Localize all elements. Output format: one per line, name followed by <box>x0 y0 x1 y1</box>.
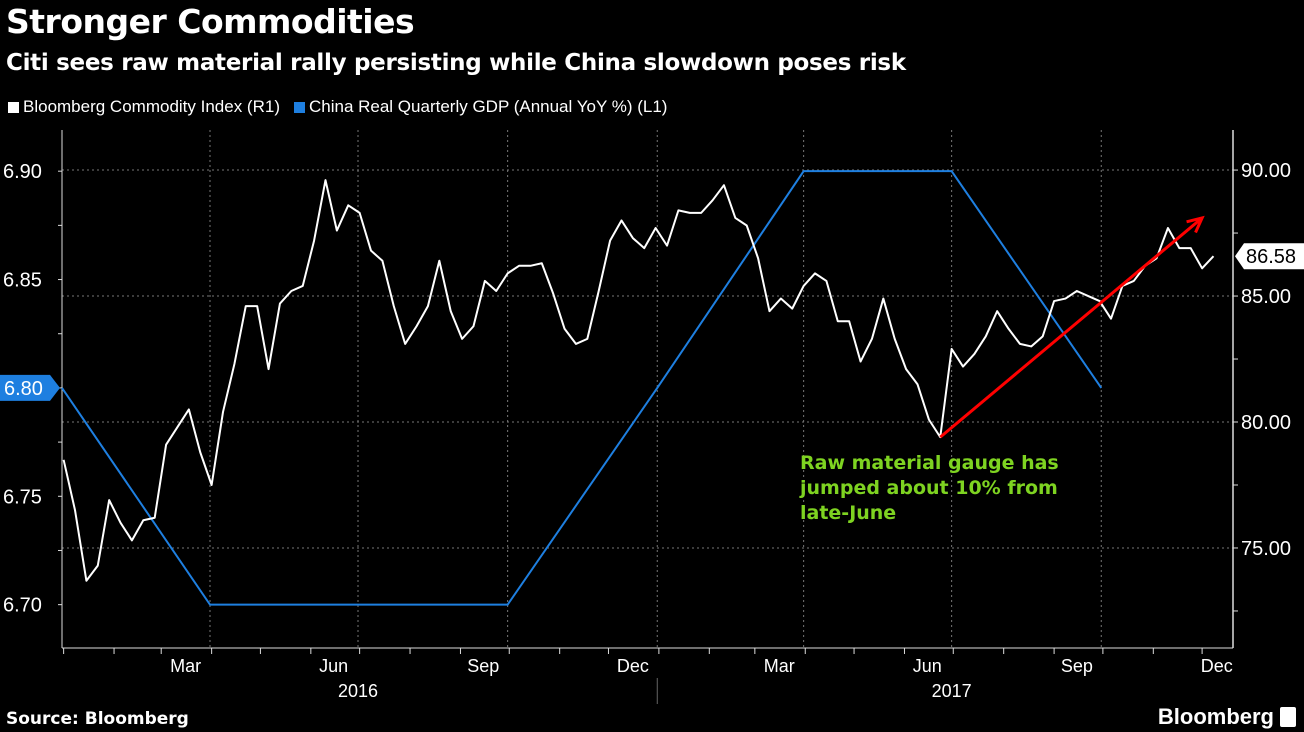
left-axis-label: 6.70 <box>3 595 42 617</box>
annotation-line: late-June <box>800 502 897 524</box>
legend-item-gdp: China Real Quarterly GDP (Annual YoY %) … <box>293 97 668 117</box>
chart-title: Stronger Commodities <box>6 2 415 41</box>
x-tick-label: Mar <box>170 656 201 676</box>
left-axis-label: 6.85 <box>3 270 42 292</box>
right-axis-last-value: 86.58 <box>1246 246 1296 268</box>
chart-subtitle: Citi sees raw material rally persisting … <box>6 50 906 76</box>
legend: Bloomberg Commodity Index (R1) China Rea… <box>8 97 667 117</box>
right-axis-label: 90.00 <box>1241 160 1291 182</box>
right-axis-label: 75.00 <box>1241 538 1291 560</box>
left-axis-current-value-badge <box>0 374 60 401</box>
x-tick-label: Dec <box>617 656 649 676</box>
bloomberg-logo: Bloomberg <box>1158 704 1296 730</box>
x-tick-label: Jun <box>913 656 942 676</box>
legend-item-commodity: Bloomberg Commodity Index (R1) <box>8 97 280 117</box>
x-tick-label: Jun <box>319 656 348 676</box>
x-tick-label: Dec <box>1201 656 1233 676</box>
annotation-arrow-head-icon <box>1186 215 1205 234</box>
right-axis-label: 85.00 <box>1241 286 1291 308</box>
annotation-arrow-line <box>939 216 1204 439</box>
series-line-china-gdp <box>61 170 1103 606</box>
x-tick-label: Sep <box>467 656 499 676</box>
annotation-text: Raw material gauge has jumped about 10% … <box>800 451 1059 526</box>
x-tick-label: Sep <box>1061 656 1093 676</box>
legend-label: Bloomberg Commodity Index (R1) <box>23 97 280 116</box>
series-line-commodity-index <box>62 179 1215 582</box>
logo-text: Bloomberg <box>1157 704 1274 729</box>
legend-label: China Real Quarterly GDP (Annual YoY %) … <box>308 97 668 116</box>
source-note: Source: Bloomberg <box>6 709 189 729</box>
x-year-label: 2016 <box>338 681 378 701</box>
legend-swatch-white <box>8 101 19 113</box>
annotation-line: Raw material gauge has <box>800 452 1059 474</box>
right-axis-last-value-badge <box>1235 243 1304 270</box>
right-axis-label: 80.00 <box>1241 412 1291 434</box>
x-tick-label: Mar <box>764 656 795 676</box>
x-year-label: 2017 <box>932 681 972 701</box>
annotation-line: jumped about 10% from <box>800 477 1058 499</box>
left-axis-current-value: 6.80 <box>4 378 43 400</box>
left-axis-label: 6.75 <box>3 486 42 508</box>
logo-mark-icon <box>1280 707 1296 727</box>
left-axis-label: 6.90 <box>3 161 42 183</box>
legend-swatch-blue <box>293 101 305 113</box>
